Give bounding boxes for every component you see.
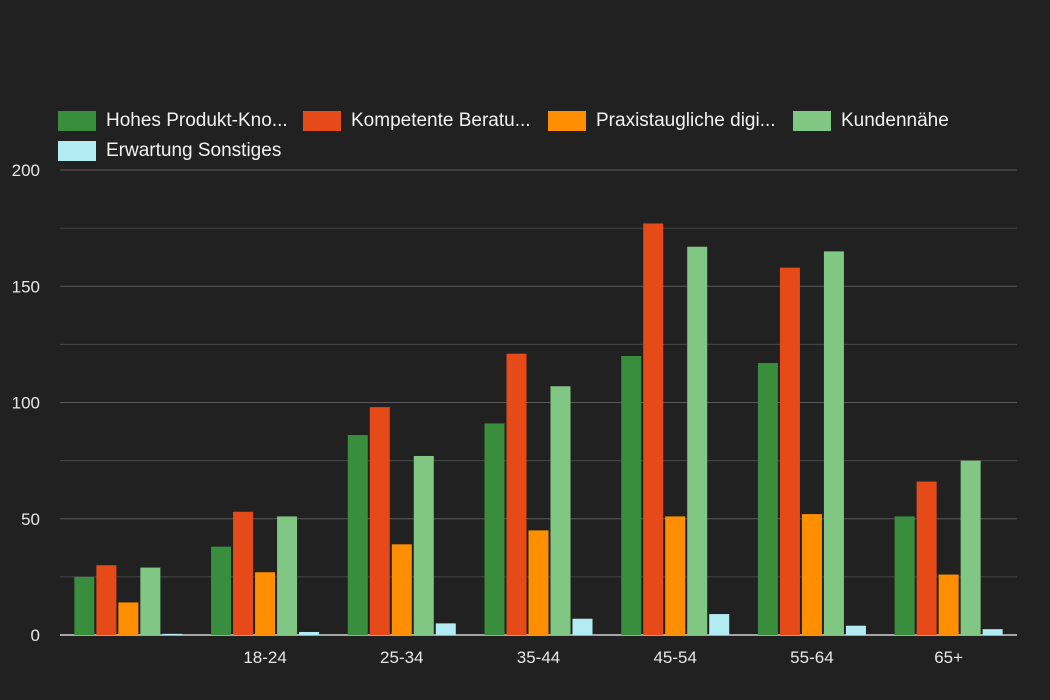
bar bbox=[845, 625, 866, 635]
bar bbox=[435, 623, 456, 635]
x-tick-label: 45-54 bbox=[653, 648, 696, 667]
bar bbox=[643, 223, 664, 635]
bar bbox=[391, 544, 412, 635]
bar bbox=[757, 362, 778, 635]
bar bbox=[779, 267, 800, 635]
y-tick-label: 200 bbox=[12, 161, 40, 180]
x-tick-label: 55-64 bbox=[790, 648, 833, 667]
bar bbox=[413, 455, 434, 635]
bar bbox=[369, 407, 390, 635]
bar bbox=[550, 386, 571, 635]
bar bbox=[506, 353, 527, 635]
bar bbox=[162, 633, 183, 635]
legend-label: Kundennähe bbox=[841, 110, 949, 131]
y-tick-label: 50 bbox=[21, 510, 40, 529]
legend-label: Hohes Produkt-Kno... bbox=[106, 110, 288, 131]
bar bbox=[960, 460, 981, 635]
bar bbox=[938, 574, 959, 635]
bar bbox=[211, 546, 232, 635]
bar bbox=[687, 246, 708, 635]
legend-label: Kompetente Beratu... bbox=[351, 110, 531, 131]
bar bbox=[74, 576, 95, 635]
legend-item-praxistaugliche[interactable]: Praxistaugliche digi... bbox=[548, 110, 793, 132]
bar bbox=[118, 602, 139, 635]
bar bbox=[255, 572, 276, 635]
bar bbox=[894, 516, 915, 635]
legend-item-kundennaehe[interactable]: Kundennähe bbox=[793, 110, 1038, 132]
bar bbox=[233, 511, 254, 635]
bar bbox=[621, 356, 642, 635]
x-tick-label: 35-44 bbox=[517, 648, 560, 667]
x-tick-label: 65+ bbox=[934, 648, 963, 667]
legend-swatch bbox=[793, 111, 831, 131]
legend-item-erwartung-sonstiges[interactable]: Erwartung Sonstiges bbox=[58, 140, 318, 162]
bar bbox=[916, 481, 937, 635]
bar bbox=[982, 629, 1003, 635]
legend-item-kompetente-beratung[interactable]: Kompetente Beratu... bbox=[303, 110, 548, 132]
legend-row: Erwartung Sonstiges bbox=[58, 136, 1038, 166]
bar bbox=[484, 423, 505, 635]
bar bbox=[665, 516, 686, 635]
legend-label: Praxistaugliche digi... bbox=[596, 110, 776, 131]
bar bbox=[96, 565, 117, 635]
bar bbox=[140, 567, 161, 635]
bar bbox=[823, 251, 844, 635]
y-tick-label: 0 bbox=[31, 626, 40, 645]
legend-item-hohes-produkt[interactable]: Hohes Produkt-Kno... bbox=[58, 110, 303, 132]
bar bbox=[801, 514, 822, 635]
x-tick-label: 25-34 bbox=[380, 648, 423, 667]
y-tick-label: 100 bbox=[12, 394, 40, 413]
x-tick-label: 18-24 bbox=[243, 648, 286, 667]
legend-row: Hohes Produkt-Kno... Kompetente Beratu..… bbox=[58, 106, 1038, 136]
legend-swatch bbox=[58, 111, 96, 131]
legend: Hohes Produkt-Kno... Kompetente Beratu..… bbox=[58, 106, 1038, 166]
bar bbox=[299, 631, 320, 635]
legend-swatch bbox=[303, 111, 341, 131]
y-tick-label: 150 bbox=[12, 277, 40, 296]
legend-swatch bbox=[58, 141, 96, 161]
bar bbox=[277, 516, 298, 635]
legend-label: Erwartung Sonstiges bbox=[106, 140, 282, 161]
bar bbox=[709, 614, 730, 635]
bar bbox=[572, 618, 593, 635]
bar bbox=[528, 530, 549, 635]
bar bbox=[347, 435, 368, 635]
legend-swatch bbox=[548, 111, 586, 131]
